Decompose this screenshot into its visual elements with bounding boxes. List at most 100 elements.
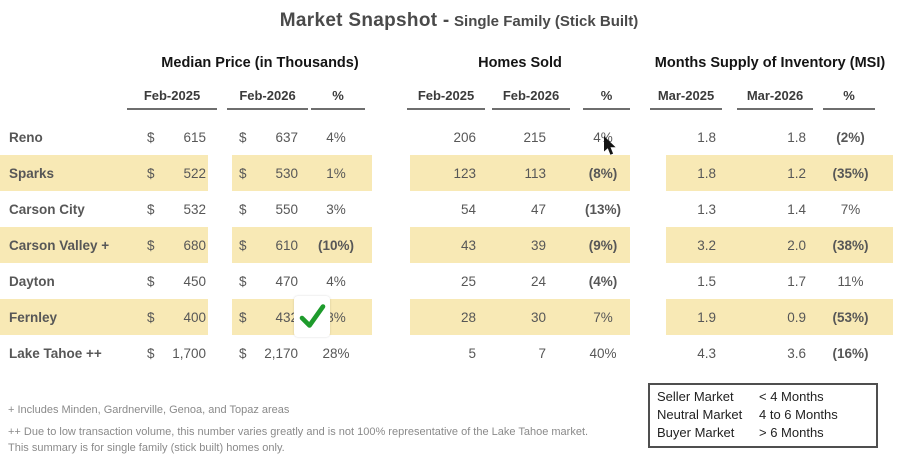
msi-mar2025-value: 3.2 bbox=[666, 227, 718, 263]
homes-feb2025-value: 206 bbox=[453, 129, 476, 145]
median-feb2026-value: 637 bbox=[275, 129, 298, 145]
msi-mar2026-value: 0.9 bbox=[718, 299, 808, 335]
homes-feb2025-value: 25 bbox=[460, 273, 476, 289]
currency-symbol: $ bbox=[147, 345, 155, 361]
legend-label: Neutral Market bbox=[657, 407, 743, 422]
msi-pct-change: (38%) bbox=[808, 227, 893, 263]
homes-feb2026-value: 30 bbox=[478, 299, 548, 335]
table-row-carson-city: Carson City $ 532 $ 550 3% 54 47 (13%) 1… bbox=[0, 191, 900, 227]
column-header-msi-mar2025: Mar-2025 bbox=[650, 88, 722, 110]
currency-symbol: $ bbox=[147, 201, 155, 217]
homes-pct-change: (13%) bbox=[584, 201, 621, 217]
homes-feb2026-value: 113 bbox=[478, 155, 548, 191]
msi-mar2025-value: 1.9 bbox=[666, 299, 718, 335]
legend-label: Seller Market bbox=[657, 389, 734, 404]
table-row-sparks: Sparks $ 522 $ 530 1% 123 113 (8%) 1.8 1… bbox=[0, 155, 900, 191]
msi-mar2026-value: 1.2 bbox=[718, 155, 808, 191]
currency-symbol: $ bbox=[147, 129, 155, 145]
page-title-sub: Single Family (Stick Built) bbox=[454, 13, 639, 30]
msi-mar2026-value: 1.7 bbox=[787, 273, 806, 289]
msi-mar2025-value: 1.8 bbox=[697, 129, 716, 145]
median-feb2025-value: 450 bbox=[183, 273, 206, 289]
homes-feb2026-value: 7 bbox=[538, 345, 546, 361]
currency-symbol: $ bbox=[232, 227, 252, 263]
median-pct-change: 4% bbox=[326, 129, 346, 145]
median-feb2025-value: 400 bbox=[160, 299, 208, 335]
homes-feb2026-value: 47 bbox=[530, 201, 546, 217]
cursor-icon bbox=[603, 136, 617, 162]
msi-mar2026-value: 2.0 bbox=[718, 227, 808, 263]
homes-pct-change: 40% bbox=[589, 345, 617, 361]
column-header-median-pct: % bbox=[311, 88, 365, 110]
row-label: Reno bbox=[9, 129, 43, 145]
median-pct-change: (10%) bbox=[300, 227, 372, 263]
legend-value: 4 to 6 Months bbox=[759, 407, 838, 422]
median-feb2026-value: 610 bbox=[252, 227, 300, 263]
median-feb2026-value: 432 bbox=[252, 299, 300, 335]
homes-feb2025-value: 54 bbox=[460, 201, 476, 217]
row-label: Carson Valley + bbox=[0, 227, 140, 263]
section-title-homes-sold: Homes Sold bbox=[478, 55, 562, 71]
median-pct-change: 1% bbox=[300, 155, 372, 191]
median-pct-change: 4% bbox=[326, 273, 346, 289]
msi-legend-box: Seller Market < 4 Months Neutral Market … bbox=[648, 383, 878, 448]
msi-pct-change: 7% bbox=[840, 201, 861, 217]
median-feb2026-value: 470 bbox=[275, 273, 298, 289]
section-title-median-price: Median Price (in Thousands) bbox=[161, 55, 359, 71]
median-feb2025-value: 522 bbox=[160, 155, 208, 191]
median-feb2025-value: 532 bbox=[183, 201, 206, 217]
page-title-main: Market Snapshot - bbox=[279, 10, 450, 31]
table-row-reno: Reno $ 615 $ 637 4% 206 215 4% 1.8 1.8 (… bbox=[0, 119, 900, 155]
median-feb2025-value: 1,700 bbox=[172, 345, 206, 361]
column-header-homes-pct: % bbox=[583, 88, 630, 110]
median-pct-change: 28% bbox=[322, 345, 350, 361]
footnote-summary-scope: This summary is for single family (stick… bbox=[8, 442, 285, 454]
section-title-msi: Months Supply of Inventory (MSI) bbox=[654, 55, 886, 71]
row-label: Lake Tahoe ++ bbox=[9, 345, 102, 361]
median-feb2026-value: 2,170 bbox=[264, 345, 298, 361]
median-feb2025-value: 680 bbox=[160, 227, 208, 263]
column-header-msi-mar2026: Mar-2026 bbox=[737, 88, 813, 110]
homes-pct-change: 4% bbox=[593, 129, 613, 145]
market-table-body: Reno $ 615 $ 637 4% 206 215 4% 1.8 1.8 (… bbox=[0, 119, 900, 371]
legend-label: Buyer Market bbox=[657, 425, 735, 440]
column-header-homes-feb2025: Feb-2025 bbox=[407, 88, 485, 110]
footnote-lake-tahoe: ++ Due to low transaction volume, this n… bbox=[8, 426, 589, 438]
median-feb2026-value: 530 bbox=[252, 155, 300, 191]
footnote-carson-valley: + Includes Minden, Gardnerville, Genoa, … bbox=[8, 404, 290, 416]
row-label: Carson City bbox=[9, 201, 85, 217]
median-feb2026-value: 550 bbox=[275, 201, 298, 217]
median-pct-change: 3% bbox=[326, 201, 346, 217]
msi-pct-change: (2%) bbox=[836, 129, 865, 145]
row-label: Sparks bbox=[0, 155, 140, 191]
msi-mar2026-value: 1.8 bbox=[787, 129, 806, 145]
msi-mar2025-value: 1.5 bbox=[697, 273, 716, 289]
homes-pct-change: (4%) bbox=[588, 273, 618, 289]
legend-row-buyer: Buyer Market > 6 Months bbox=[650, 424, 876, 442]
currency-symbol: $ bbox=[140, 299, 160, 335]
currency-symbol: $ bbox=[232, 155, 252, 191]
column-header-homes-feb2026: Feb-2026 bbox=[492, 88, 570, 110]
currency-symbol: $ bbox=[147, 273, 155, 289]
currency-symbol: $ bbox=[140, 227, 160, 263]
row-label: Fernley bbox=[0, 299, 140, 335]
msi-pct-change: (16%) bbox=[832, 345, 869, 361]
checkmark-icon bbox=[294, 296, 330, 337]
homes-pct-change: (8%) bbox=[548, 155, 630, 191]
homes-feb2025-value: 123 bbox=[410, 155, 478, 191]
table-row-lake-tahoe: Lake Tahoe ++ $ 1,700 $ 2,170 28% 5 7 40… bbox=[0, 335, 900, 371]
msi-mar2025-value: 4.3 bbox=[697, 345, 716, 361]
table-row-carson-valley: Carson Valley + $ 680 $ 610 (10%) 43 39 … bbox=[0, 227, 900, 263]
homes-pct-change: 7% bbox=[548, 299, 630, 335]
currency-symbol: $ bbox=[239, 129, 247, 145]
currency-symbol: $ bbox=[239, 201, 247, 217]
homes-feb2026-value: 215 bbox=[523, 129, 546, 145]
homes-feb2025-value: 28 bbox=[410, 299, 478, 335]
legend-value: > 6 Months bbox=[759, 425, 824, 440]
homes-feb2025-value: 5 bbox=[468, 345, 476, 361]
msi-pct-change: (35%) bbox=[808, 155, 893, 191]
homes-feb2025-value: 43 bbox=[410, 227, 478, 263]
table-row-dayton: Dayton $ 450 $ 470 4% 25 24 (4%) 1.5 1.7… bbox=[0, 263, 900, 299]
msi-mar2025-value: 1.8 bbox=[666, 155, 718, 191]
homes-pct-change: (9%) bbox=[548, 227, 630, 263]
